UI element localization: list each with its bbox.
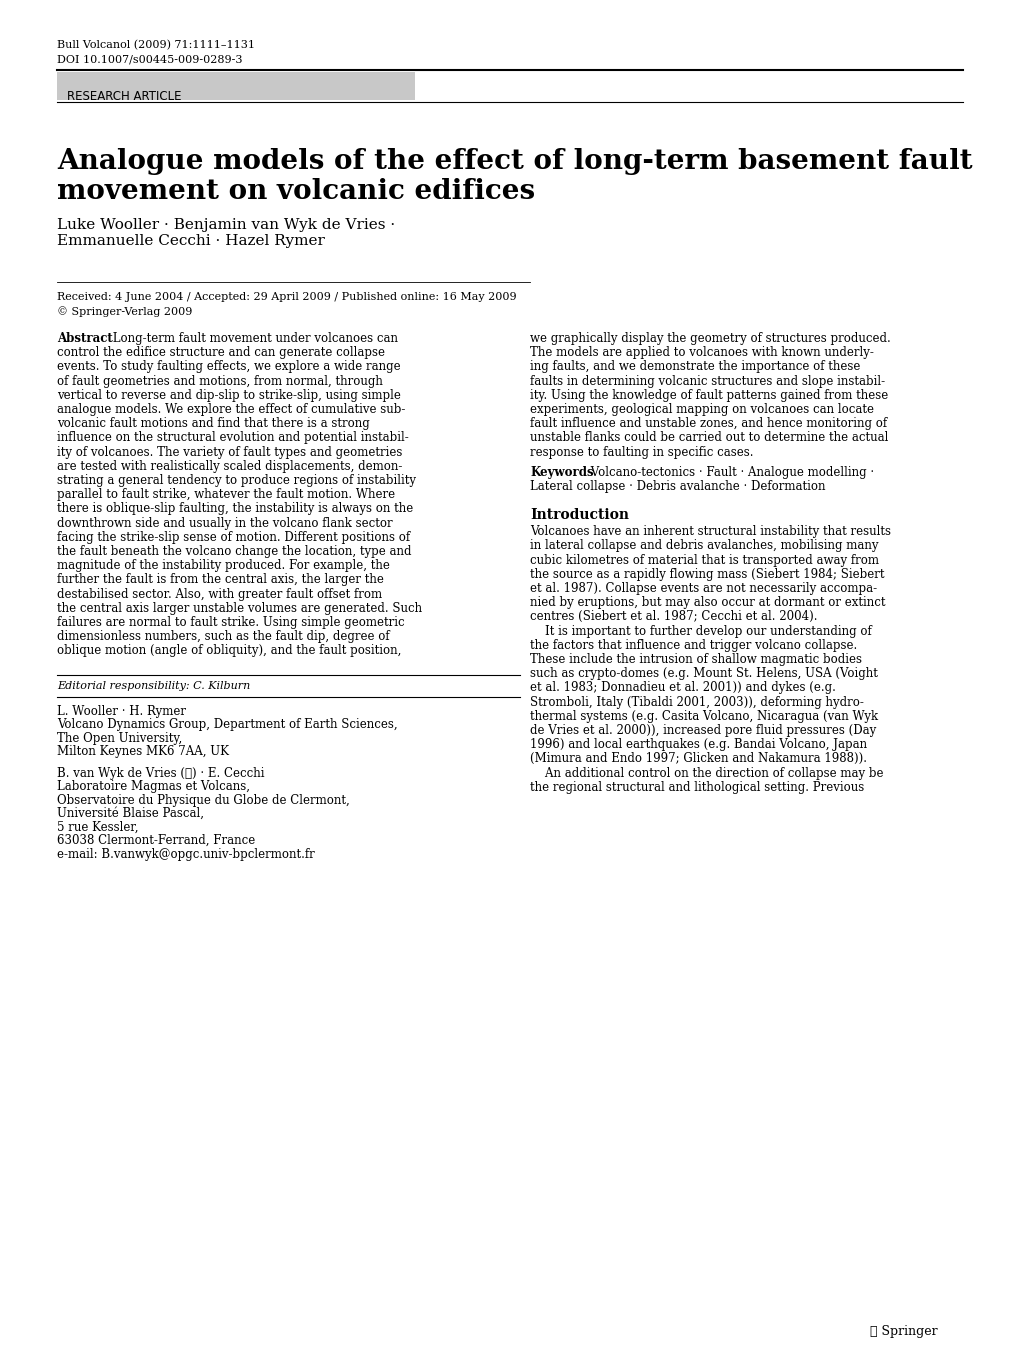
Text: we graphically display the geometry of structures produced.: we graphically display the geometry of s… [530,332,890,346]
Text: Introduction: Introduction [530,508,629,522]
Text: experiments, geological mapping on volcanoes can locate: experiments, geological mapping on volca… [530,402,873,416]
Text: events. To study faulting effects, we explore a wide range: events. To study faulting effects, we ex… [57,360,400,374]
Text: ity of volcanoes. The variety of fault types and geometries: ity of volcanoes. The variety of fault t… [57,446,401,458]
Text: ity. Using the knowledge of fault patterns gained from these: ity. Using the knowledge of fault patter… [530,389,888,402]
Text: 5 rue Kessler,: 5 rue Kessler, [57,821,139,833]
Text: The Open University,: The Open University, [57,732,182,745]
Text: RESEARCH ARTICLE: RESEARCH ARTICLE [67,89,181,103]
Text: Luke Wooller · Benjamin van Wyk de Vries ·: Luke Wooller · Benjamin van Wyk de Vries… [57,218,395,232]
Text: © Springer-Verlag 2009: © Springer-Verlag 2009 [57,306,193,317]
Text: An additional control on the direction of collapse may be: An additional control on the direction o… [530,767,882,779]
Text: Volcano Dynamics Group, Department of Earth Sciences,: Volcano Dynamics Group, Department of Ea… [57,718,397,732]
Text: Volcanoes have an inherent structural instability that results: Volcanoes have an inherent structural in… [530,526,891,538]
Text: faults in determining volcanic structures and slope instabil-: faults in determining volcanic structure… [530,374,884,388]
Text: Analogue models of the effect of long-term basement fault: Analogue models of the effect of long-te… [57,148,972,175]
Text: of fault geometries and motions, from normal, through: of fault geometries and motions, from no… [57,374,382,388]
Text: Bull Volcanol (2009) 71:1111–1131: Bull Volcanol (2009) 71:1111–1131 [57,41,255,50]
Text: et al. 1983; Donnadieu et al. 2001)) and dykes (e.g.: et al. 1983; Donnadieu et al. 2001)) and… [530,682,835,694]
Text: Laboratoire Magmas et Volcans,: Laboratoire Magmas et Volcans, [57,780,250,793]
Text: Observatoire du Physique du Globe de Clermont,: Observatoire du Physique du Globe de Cle… [57,794,350,806]
Text: the factors that influence and trigger volcano collapse.: the factors that influence and trigger v… [530,638,856,652]
Text: Lateral collapse · Debris avalanche · Deformation: Lateral collapse · Debris avalanche · De… [530,480,824,493]
Text: influence on the structural evolution and potential instabil-: influence on the structural evolution an… [57,431,409,444]
Text: control the edifice structure and can generate collapse: control the edifice structure and can ge… [57,346,384,359]
Text: analogue models. We explore the effect of cumulative sub-: analogue models. We explore the effect o… [57,402,405,416]
Text: the regional structural and lithological setting. Previous: the regional structural and lithological… [530,780,863,794]
Text: the fault beneath the volcano change the location, type and: the fault beneath the volcano change the… [57,545,411,558]
Text: magnitude of the instability produced. For example, the: magnitude of the instability produced. F… [57,560,389,572]
Text: Milton Keynes MK6 7AA, UK: Milton Keynes MK6 7AA, UK [57,745,229,757]
Text: L. Wooller · H. Rymer: L. Wooller · H. Rymer [57,705,185,718]
Text: Long-term fault movement under volcanoes can: Long-term fault movement under volcanoes… [109,332,397,346]
Text: thermal systems (e.g. Casita Volcano, Nicaragua (van Wyk: thermal systems (e.g. Casita Volcano, Ni… [530,710,877,722]
Text: The models are applied to volcanoes with known underly-: The models are applied to volcanoes with… [530,346,873,359]
Text: such as crypto-domes (e.g. Mount St. Helens, USA (Voight: such as crypto-domes (e.g. Mount St. Hel… [530,667,877,680]
Text: fault influence and unstable zones, and hence monitoring of: fault influence and unstable zones, and … [530,417,887,430]
Text: Received: 4 June 2004 / Accepted: 29 April 2009 / Published online: 16 May 2009: Received: 4 June 2004 / Accepted: 29 Apr… [57,291,516,302]
Text: the source as a rapidly flowing mass (Siebert 1984; Siebert: the source as a rapidly flowing mass (Si… [530,568,883,581]
Text: B. van Wyk de Vries (✉) · E. Cecchi: B. van Wyk de Vries (✉) · E. Cecchi [57,767,264,779]
Text: nied by eruptions, but may also occur at dormant or extinct: nied by eruptions, but may also occur at… [530,596,884,610]
Text: 63038 Clermont-Ferrand, France: 63038 Clermont-Ferrand, France [57,835,255,847]
Text: parallel to fault strike, whatever the fault motion. Where: parallel to fault strike, whatever the f… [57,488,394,501]
Text: in lateral collapse and debris avalanches, mobilising many: in lateral collapse and debris avalanche… [530,539,877,553]
Text: failures are normal to fault strike. Using simple geometric: failures are normal to fault strike. Usi… [57,617,405,629]
Text: e-mail: B.vanwyk@opgc.univ-bpclermont.fr: e-mail: B.vanwyk@opgc.univ-bpclermont.fr [57,848,315,860]
Text: the central axis larger unstable volumes are generated. Such: the central axis larger unstable volumes… [57,602,422,615]
Text: cubic kilometres of material that is transported away from: cubic kilometres of material that is tra… [530,554,878,566]
Text: facing the strike-slip sense of motion. Different positions of: facing the strike-slip sense of motion. … [57,531,410,543]
Text: Emmanuelle Cecchi · Hazel Rymer: Emmanuelle Cecchi · Hazel Rymer [57,234,325,248]
Text: are tested with realistically scaled displacements, demon-: are tested with realistically scaled dis… [57,459,401,473]
Text: DOI 10.1007/s00445-009-0289-3: DOI 10.1007/s00445-009-0289-3 [57,54,243,64]
Text: vertical to reverse and dip-slip to strike-slip, using simple: vertical to reverse and dip-slip to stri… [57,389,400,402]
Text: Keywords: Keywords [530,466,593,478]
Bar [57,72,415,100]
Text: response to faulting in specific cases.: response to faulting in specific cases. [530,446,753,458]
Text: Volcano-tectonics · Fault · Analogue modelling ·: Volcano-tectonics · Fault · Analogue mod… [586,466,873,478]
Text: volcanic fault motions and find that there is a strong: volcanic fault motions and find that the… [57,417,370,430]
Text: movement on volcanic edifices: movement on volcanic edifices [57,178,535,205]
Text: strating a general tendency to produce regions of instability: strating a general tendency to produce r… [57,474,416,486]
Text: Stromboli, Italy (Tibaldi 2001, 2003)), deforming hydro-: Stromboli, Italy (Tibaldi 2001, 2003)), … [530,695,863,709]
Text: centres (Siebert et al. 1987; Cecchi et al. 2004).: centres (Siebert et al. 1987; Cecchi et … [530,610,816,623]
Text: Editorial responsibility: C. Kilburn: Editorial responsibility: C. Kilburn [57,680,250,691]
Text: Université Blaise Pascal,: Université Blaise Pascal, [57,808,204,820]
Text: unstable flanks could be carried out to determine the actual: unstable flanks could be carried out to … [530,431,888,444]
Text: dimensionless numbers, such as the fault dip, degree of: dimensionless numbers, such as the fault… [57,630,389,644]
Text: downthrown side and usually in the volcano flank sector: downthrown side and usually in the volca… [57,516,392,530]
Text: destabilised sector. Also, with greater fault offset from: destabilised sector. Also, with greater … [57,588,382,600]
Text: It is important to further develop our understanding of: It is important to further develop our u… [530,625,871,638]
Text: Abstract: Abstract [57,332,113,346]
Text: et al. 1987). Collapse events are not necessarily accompa-: et al. 1987). Collapse events are not ne… [530,583,876,595]
Text: there is oblique-slip faulting, the instability is always on the: there is oblique-slip faulting, the inst… [57,503,413,515]
Text: These include the intrusion of shallow magmatic bodies: These include the intrusion of shallow m… [530,653,861,667]
Text: 1996) and local earthquakes (e.g. Bandai Volcano, Japan: 1996) and local earthquakes (e.g. Bandai… [530,738,866,751]
Text: ☉ Springer: ☉ Springer [869,1325,936,1337]
Text: further the fault is from the central axis, the larger the: further the fault is from the central ax… [57,573,383,587]
Text: (Mimura and Endo 1997; Glicken and Nakamura 1988)).: (Mimura and Endo 1997; Glicken and Nakam… [530,752,866,766]
Text: ing faults, and we demonstrate the importance of these: ing faults, and we demonstrate the impor… [530,360,860,374]
Text: oblique motion (angle of obliquity), and the fault position,: oblique motion (angle of obliquity), and… [57,645,401,657]
Text: de Vries et al. 2000)), increased pore fluid pressures (Day: de Vries et al. 2000)), increased pore f… [530,724,875,737]
